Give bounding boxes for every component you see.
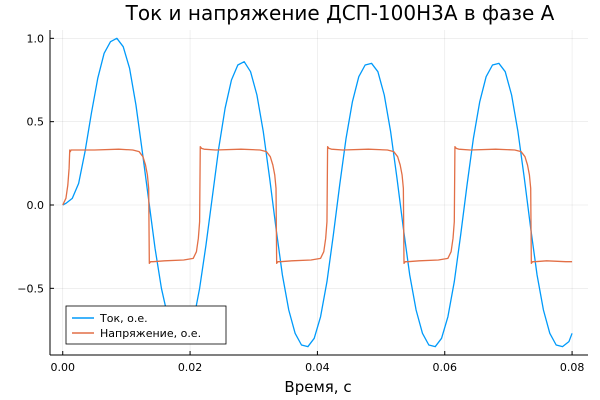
x-tick-label-0: 0.00 (50, 361, 75, 374)
x-tick-label-4: 0.08 (560, 361, 585, 374)
x-tick-label-1: 0.02 (178, 361, 203, 374)
legend-box (65, 305, 227, 345)
series-line-0 (62, 37, 573, 348)
y-tick-label-2: 0.5 (27, 116, 45, 129)
y-tick-label-0: −0.5 (17, 282, 44, 295)
x-tick-label-2: 0.04 (305, 361, 330, 374)
y-tick-label-1: 0.0 (27, 199, 45, 212)
series-layer (62, 37, 573, 348)
axes: 0.00 0.02 0.04 0.06 0.08 −0.5 0.0 0.5 1.0 (17, 30, 588, 374)
series-line-1 (62, 146, 573, 264)
chart-title: Ток и напряжение ДСП-100Н3А в фазе A (125, 1, 555, 25)
x-axis-label: Время, с (284, 378, 351, 396)
x-tick-label-3: 0.06 (432, 361, 457, 374)
legend: Ток, о.е. Напряжение, о.е. (65, 305, 227, 345)
y-tick-label-3: 1.0 (27, 32, 45, 45)
legend-label-0: Ток, о.е. (99, 312, 148, 325)
grid (50, 30, 588, 355)
legend-label-1: Напряжение, о.е. (100, 327, 201, 340)
